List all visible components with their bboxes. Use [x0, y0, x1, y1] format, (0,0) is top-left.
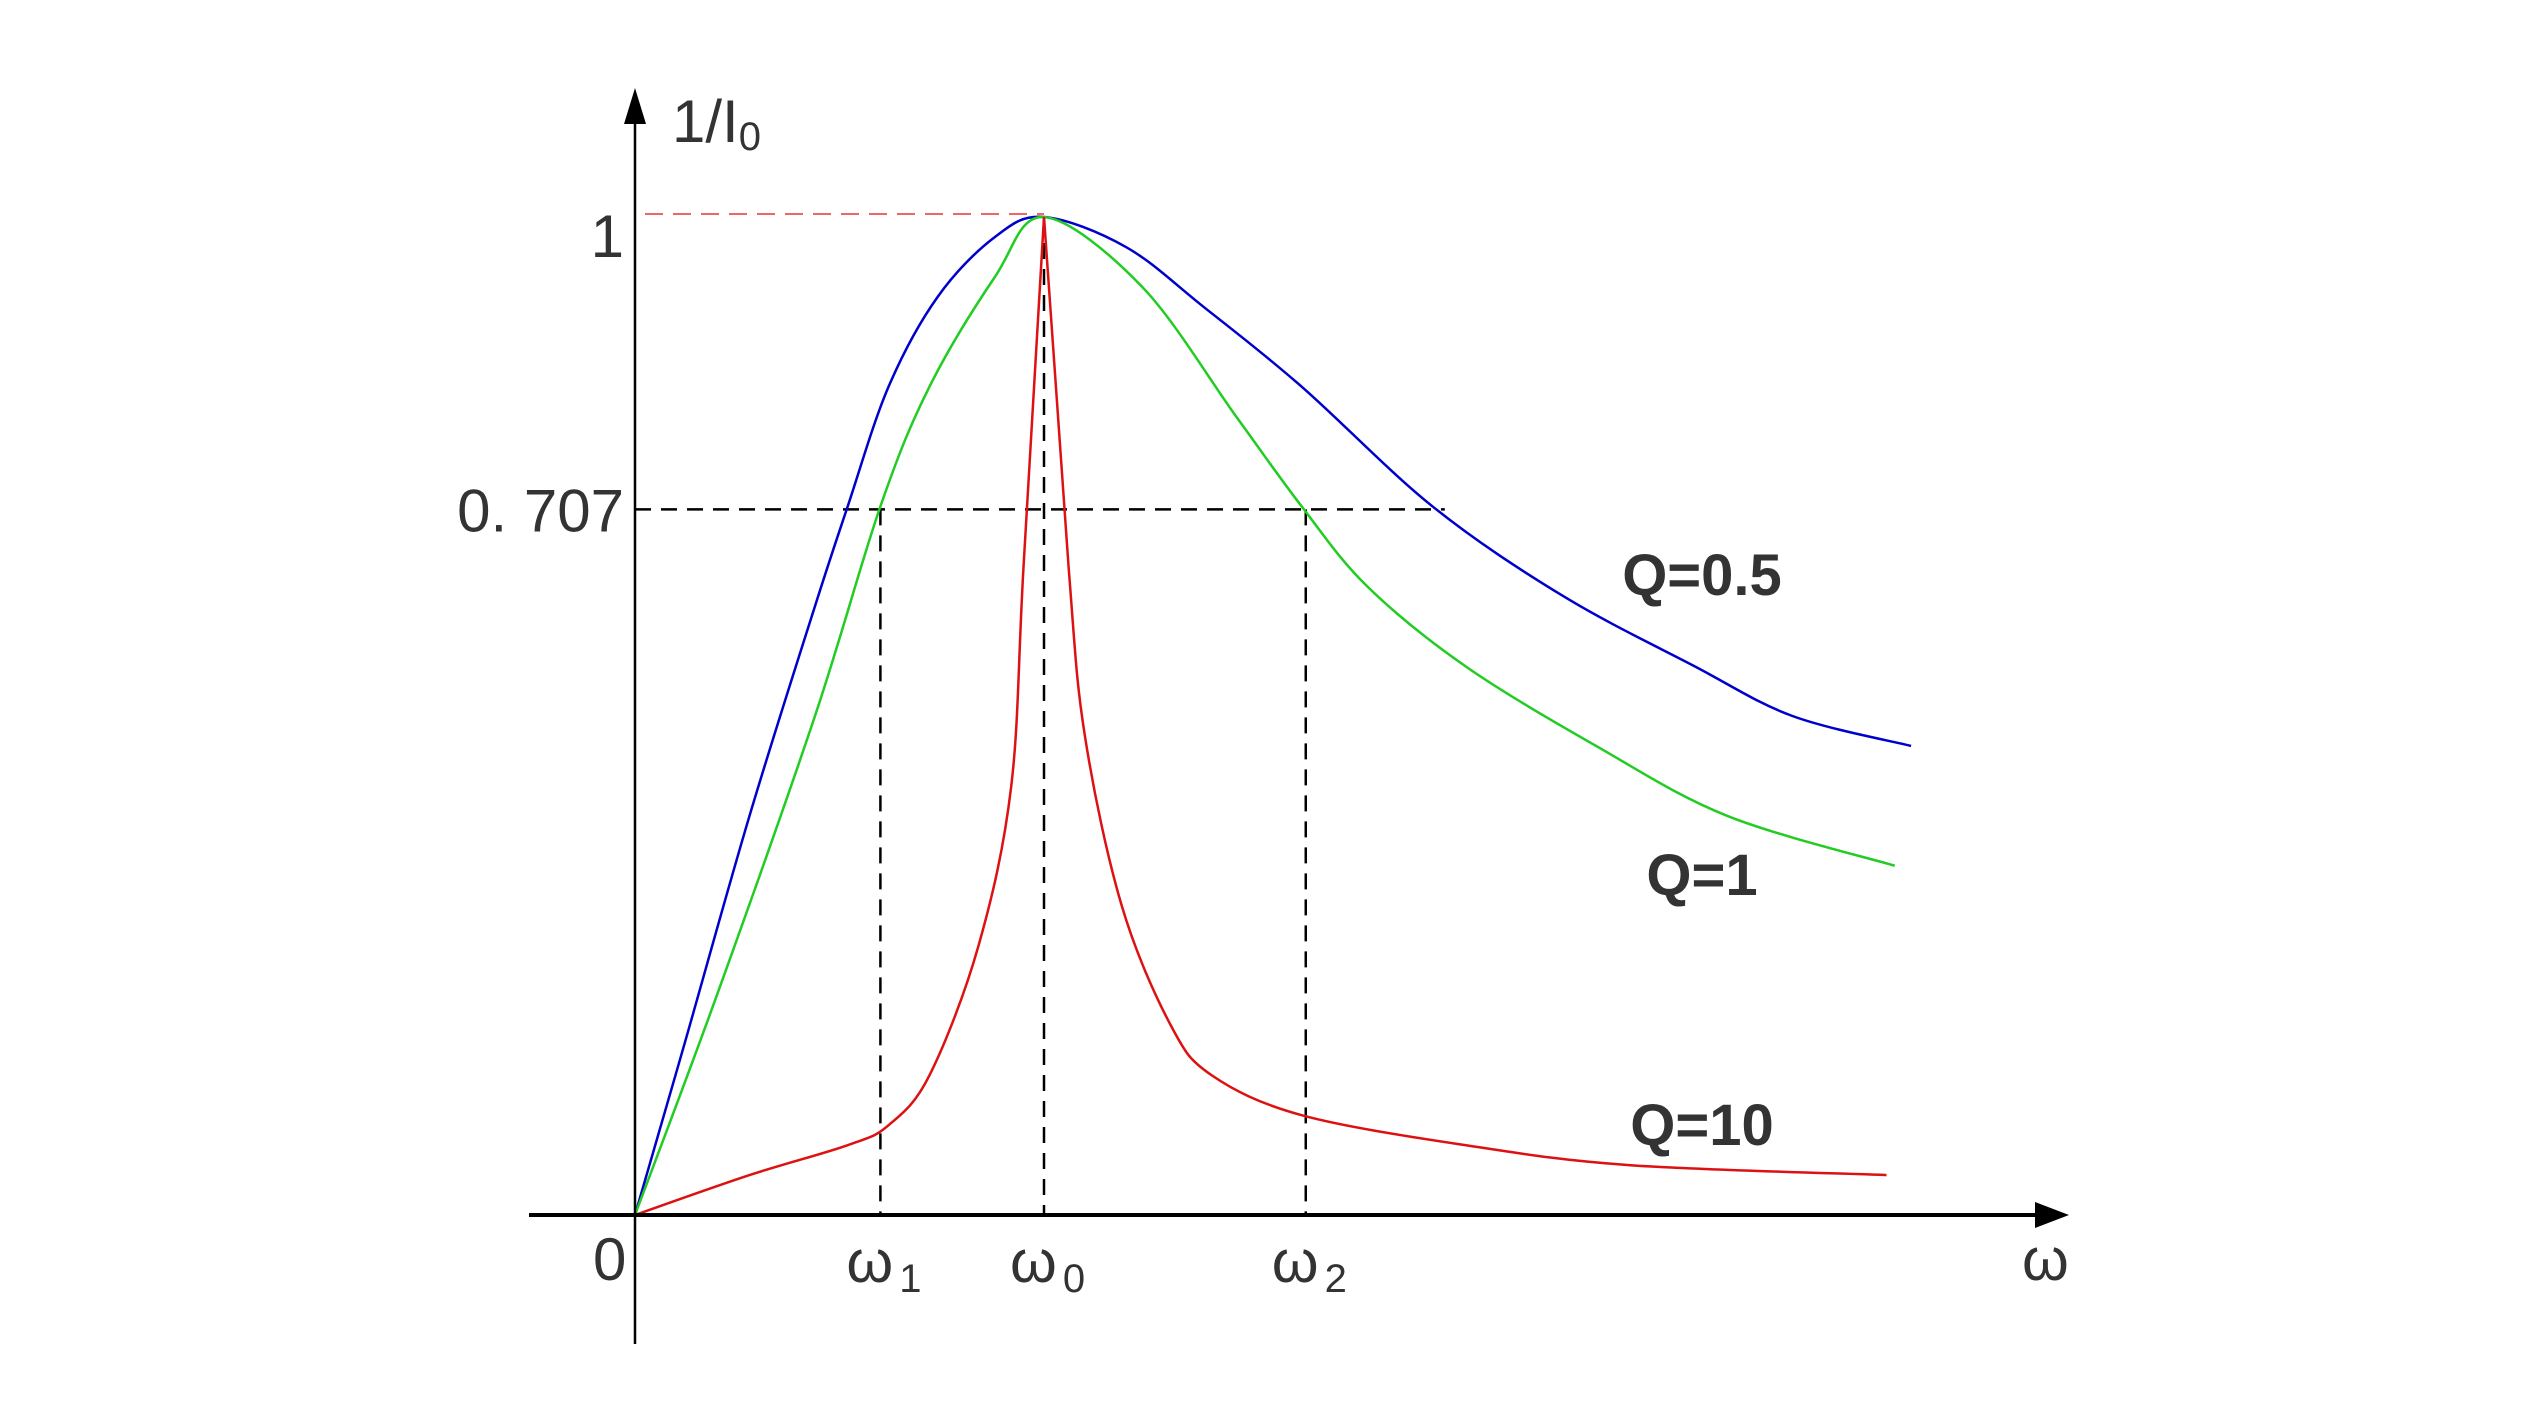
series-line-q05	[633, 215, 1912, 1216]
series-label: Q=10	[1630, 1093, 1774, 1158]
series-line-q1	[633, 215, 1896, 1216]
series-labels: Q=0.5 Q=1 Q=10	[1622, 543, 1782, 1158]
series-line-q10	[634, 216, 1887, 1217]
series-label: Q=0.5	[1622, 543, 1782, 608]
curves	[633, 215, 1912, 1217]
y-tick-label: 0. 707	[457, 477, 624, 544]
origin-label: 0	[593, 1226, 626, 1293]
guide-lines	[635, 213, 1445, 1215]
y-tick-labels: 1 0. 707	[457, 203, 624, 544]
y-axis-label: 1/I0	[672, 88, 761, 159]
y-tick-label: 1	[591, 203, 624, 270]
x-axis-arrow	[2035, 1202, 2069, 1228]
series-label: Q=1	[1646, 843, 1757, 908]
y-axis-arrow	[624, 88, 646, 124]
x-axis-label: ω	[2022, 1226, 2069, 1293]
